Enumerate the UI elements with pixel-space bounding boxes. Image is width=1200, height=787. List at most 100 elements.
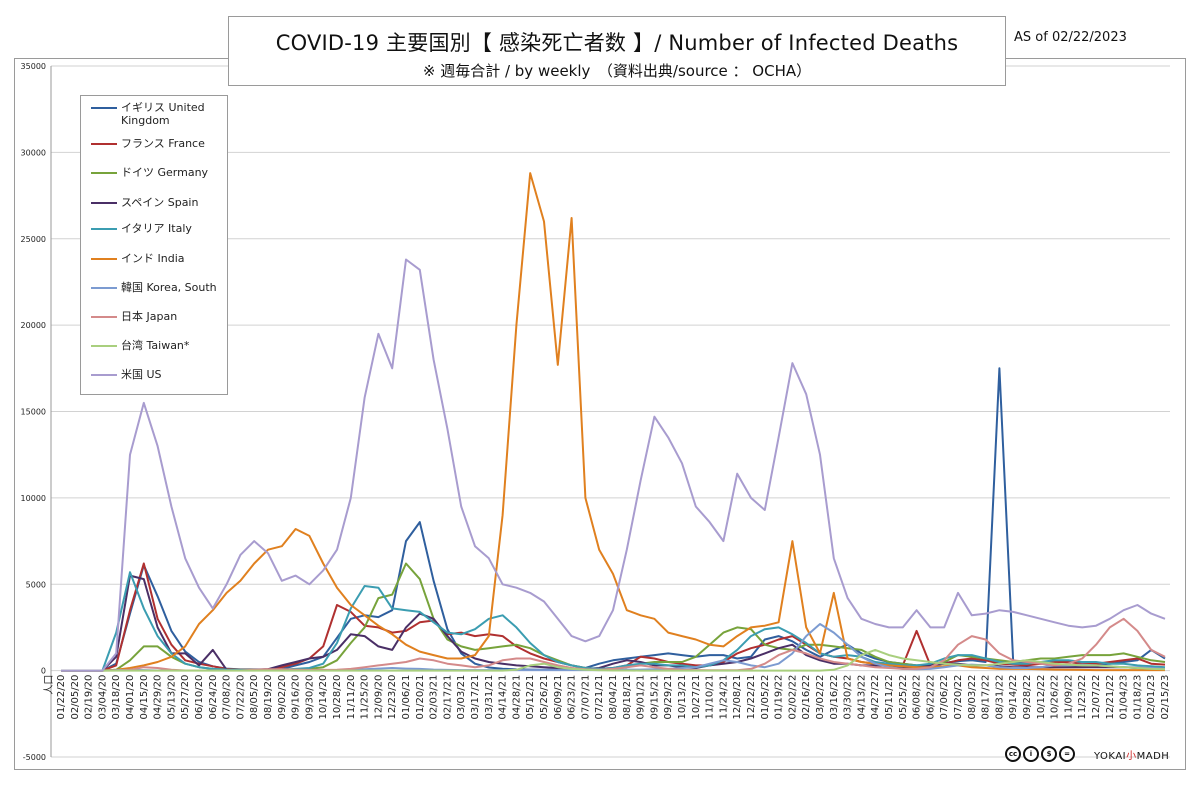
legend-label: 米国 US [121, 368, 162, 381]
legend-label: フランス France [121, 137, 205, 150]
x-tick-label: 04/28/21 [511, 675, 522, 720]
legend-label: 台湾 Taiwan* [121, 339, 190, 352]
series-line-3 [61, 574, 1165, 672]
x-tick-label: 06/09/21 [553, 675, 564, 720]
legend-swatch [91, 143, 117, 145]
title-box: COVID-19 主要国別【 感染死亡者数 】/ Number of Infec… [228, 16, 1006, 86]
x-tick-label: 11/10/21 [705, 675, 716, 720]
legend-label: スペイン Spain [121, 196, 199, 209]
x-tick-label: 07/22/20 [235, 675, 246, 720]
x-tick-label: 05/11/22 [884, 675, 895, 720]
x-tick-label: 03/17/21 [470, 675, 481, 720]
y-tick-label: 25000 [21, 235, 46, 244]
x-tick-label: 02/16/22 [801, 675, 812, 720]
logo-left: YOKAI [1094, 751, 1127, 762]
series-line-9 [61, 258, 1166, 672]
series-line-5 [61, 172, 1165, 672]
x-tick-label: 02/01/23 [1146, 675, 1157, 720]
x-tick-label: 06/23/21 [567, 675, 578, 720]
publisher-logo: YOKAI小MADH [1094, 747, 1169, 762]
x-tick-label: 09/15/21 [649, 675, 660, 720]
x-tick-label: 03/02/22 [815, 675, 826, 720]
y-tick-label: 15000 [21, 408, 46, 417]
x-tick-label: 01/05/22 [760, 675, 771, 720]
x-tick-label: 01/18/23 [1132, 675, 1143, 720]
x-tick-label: 01/19/22 [774, 675, 785, 720]
x-tick-label: 04/15/20 [139, 675, 150, 720]
series-line-4 [61, 571, 1166, 672]
x-tick-label: 11/23/22 [1077, 675, 1088, 720]
x-tick-label: 02/03/21 [429, 675, 440, 720]
x-tick-label: 10/26/22 [1050, 675, 1061, 720]
x-tick-label: 08/05/20 [249, 675, 260, 720]
x-tick-label: 05/26/21 [539, 675, 550, 720]
y-tick-label: 5000 [26, 580, 46, 589]
x-tick-label: 10/27/21 [691, 675, 702, 720]
x-tick-label: 12/21/22 [1105, 675, 1116, 720]
series-line-1 [61, 562, 1166, 672]
x-tick-label: 08/31/22 [994, 675, 1005, 720]
x-tick-label: 05/25/22 [898, 675, 909, 720]
x-tick-label: 11/25/20 [360, 675, 371, 720]
as-of-date: AS of 02/22/2023 [1014, 30, 1127, 45]
legend-swatch [91, 228, 117, 230]
x-tick-label: 10/12/22 [1036, 675, 1047, 720]
legend-label: イギリス United Kingdom [121, 101, 205, 127]
legend-swatch [91, 107, 117, 109]
x-tick-label: 02/05/20 [70, 675, 81, 720]
x-tick-label: 03/30/22 [843, 675, 854, 720]
x-tick-label-origin: 人口 [43, 675, 55, 695]
x-tick-label: 08/03/22 [967, 675, 978, 720]
x-tick-label: 06/22/22 [925, 675, 936, 720]
legend-swatch [91, 374, 117, 376]
x-tick-label: 09/30/20 [304, 675, 315, 720]
y-tick-label: 30000 [21, 148, 46, 157]
x-tick-label: 12/22/21 [746, 675, 757, 720]
x-tick-label: 12/08/21 [732, 675, 743, 720]
x-tick-label: 10/13/21 [677, 675, 688, 720]
x-tick-label: 02/19/20 [84, 675, 95, 720]
x-tick-label: 03/16/22 [829, 675, 840, 720]
x-tick-label: 02/15/23 [1160, 675, 1171, 720]
chart-legend: イギリス United Kingdom フランス France ドイツ German… [80, 95, 228, 395]
x-tick-label: 02/02/22 [787, 675, 798, 720]
legend-swatch [91, 345, 117, 347]
nd-icon: = [1059, 746, 1075, 762]
x-tick-label: 07/07/21 [580, 675, 591, 720]
cc-icon: cc [1005, 746, 1021, 762]
legend-label: インド India [121, 252, 185, 265]
x-tick-label: 11/09/22 [1063, 675, 1074, 720]
x-tick-label: 04/14/21 [498, 675, 509, 720]
chart-subtitle: ※ 週毎合計 / by weekly （資料出典/source ： OCHA） [422, 62, 812, 80]
logo-mid: 小 [1126, 751, 1137, 762]
x-tick-label: 05/12/21 [525, 675, 536, 720]
x-tick-label: 12/07/22 [1091, 675, 1102, 720]
x-tick-label: 04/27/22 [870, 675, 881, 720]
x-tick-label: 04/29/20 [153, 675, 164, 720]
x-axis-ticks: 人口 01/22/20 02/05/20 02/19/20 03/04/20 03/18/… [43, 675, 1171, 720]
x-tick-label: 09/14/22 [1008, 675, 1019, 720]
x-tick-label: 08/17/22 [981, 675, 992, 720]
x-tick-label: 09/16/20 [291, 675, 302, 720]
x-tick-label: 09/02/20 [277, 675, 288, 720]
x-tick-label: 01/06/21 [401, 675, 412, 720]
x-tick-label: 08/04/21 [608, 675, 619, 720]
x-tick-label: 05/13/20 [166, 675, 177, 720]
x-tick-label: 07/21/21 [594, 675, 605, 720]
x-tick-label: 03/18/20 [111, 675, 122, 720]
x-tick-label: 03/03/21 [456, 675, 467, 720]
y-tick-label: 10000 [21, 494, 46, 503]
x-tick-label: 03/04/20 [97, 675, 108, 720]
x-tick-label: 10/14/20 [318, 675, 329, 720]
x-tick-label: 07/06/22 [939, 675, 950, 720]
x-tick-label: 12/23/20 [387, 675, 398, 720]
x-tick-label: 09/28/22 [1022, 675, 1033, 720]
legend-swatch [91, 258, 117, 260]
chart-title: COVID-19 主要国別【 感染死亡者数 】/ Number of Infec… [275, 31, 959, 55]
x-tick-label: 06/10/20 [194, 675, 205, 720]
x-tick-label: 04/13/22 [856, 675, 867, 720]
x-tick-label: 01/22/20 [56, 675, 67, 720]
x-tick-label: 09/01/21 [636, 675, 647, 720]
x-tick-label: 01/20/21 [415, 675, 426, 720]
legend-swatch [91, 287, 117, 289]
